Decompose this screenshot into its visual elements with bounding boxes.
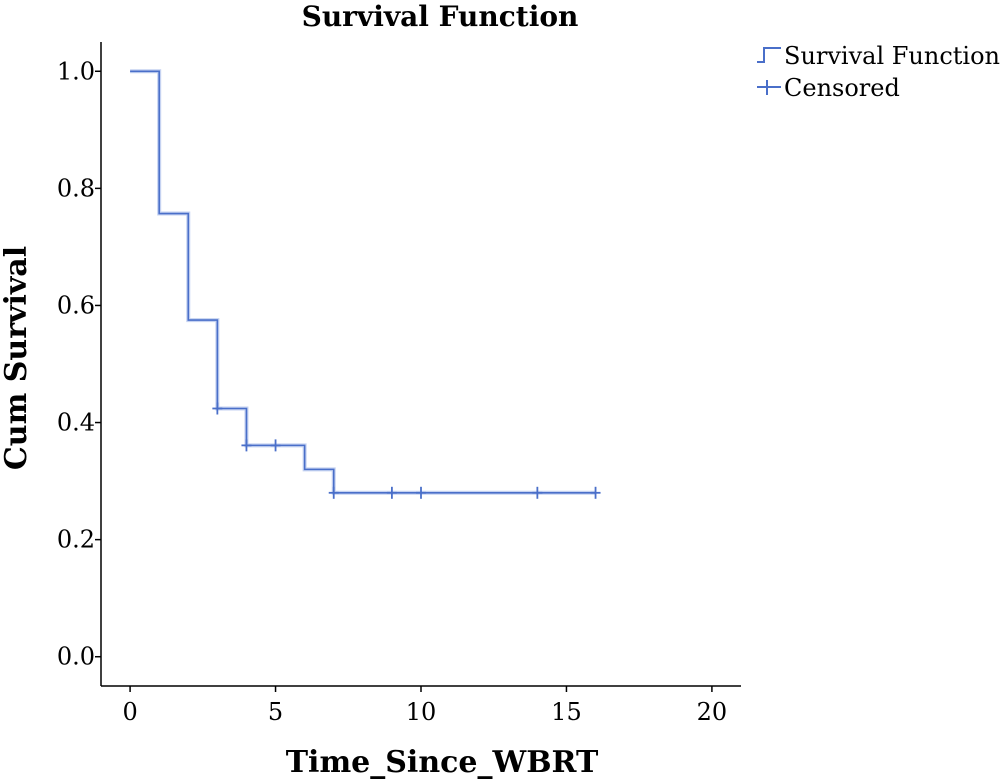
legend: Survival Function Censored — [757, 42, 1000, 102]
y-tick-label: 0.4 — [57, 409, 95, 437]
censor-mark — [270, 439, 281, 452]
censor-mark — [416, 486, 426, 499]
x-tick-label: 0 — [122, 698, 137, 726]
survival-step-line — [130, 70, 596, 494]
censor-mark — [212, 402, 223, 415]
y-tick-label: 1.0 — [57, 57, 95, 85]
censor-mark — [328, 486, 339, 499]
y-tick-label: 0.6 — [57, 291, 95, 319]
censor-mark — [532, 486, 543, 499]
survival-step-line-halo — [130, 69, 596, 495]
censored-marks — [212, 402, 601, 499]
legend-step-icon — [757, 47, 781, 63]
chart-title: Survival Function — [302, 0, 579, 33]
y-tick-label: 0.2 — [57, 526, 95, 554]
legend-item-survival-function: Survival Function — [757, 42, 1000, 70]
x-axis-label: Time_Since_WBRT — [286, 745, 599, 780]
legend-label-censored: Censored — [784, 74, 900, 102]
survival-function-line — [130, 69, 596, 495]
censor-mark — [386, 486, 397, 499]
y-tick-label: 0.0 — [57, 643, 95, 671]
x-tick-label: 5 — [268, 698, 283, 726]
x-tick-label: 20 — [697, 698, 728, 726]
censor-mark — [241, 439, 252, 452]
axes — [100, 42, 741, 687]
legend-item-censored: Censored — [757, 74, 900, 102]
censor-mark — [590, 486, 601, 499]
x-axis-ticks: 0 5 10 15 20 — [122, 686, 727, 726]
y-axis-label: Cum Survival — [0, 246, 34, 470]
x-tick-label: 15 — [551, 698, 582, 726]
x-tick-label: 10 — [406, 698, 437, 726]
y-tick-label: 0.8 — [57, 174, 95, 202]
y-axis-ticks: 0.0 0.2 0.4 0.6 0.8 1.0 — [57, 57, 101, 671]
legend-label-survival-function: Survival Function — [784, 42, 1000, 70]
